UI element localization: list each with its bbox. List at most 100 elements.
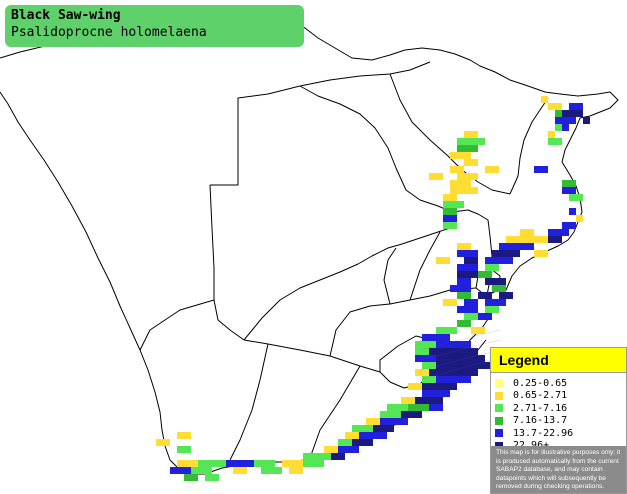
grid-cell [457, 173, 464, 180]
grid-cell [450, 201, 457, 208]
grid-cell [555, 229, 562, 236]
grid-cell [443, 194, 450, 201]
grid-cell [415, 411, 422, 418]
grid-cell [450, 152, 457, 159]
grid-cell [261, 467, 268, 474]
grid-cell [478, 327, 485, 334]
legend-entry: 7.16-13.7 [495, 415, 626, 428]
grid-cell [338, 446, 345, 453]
grid-cell [205, 467, 212, 474]
grid-cell [569, 117, 576, 124]
grid-cell [394, 418, 401, 425]
grid-cell [464, 292, 471, 299]
grid-cell [548, 138, 555, 145]
grid-cell [464, 313, 471, 320]
grid-cell [457, 152, 464, 159]
legend-swatch [495, 379, 503, 388]
grid-cell [394, 411, 401, 418]
grid-cell [457, 292, 464, 299]
grid-cell [450, 285, 457, 292]
grid-cell [492, 250, 499, 257]
grid-cell [464, 173, 471, 180]
grid-cell [436, 348, 443, 355]
grid-cell [562, 124, 569, 131]
grid-cell [345, 432, 352, 439]
species-common-name: Black Saw-wing [11, 8, 121, 23]
grid-cell [576, 194, 583, 201]
grid-cell [303, 460, 310, 467]
grid-cell [569, 103, 576, 110]
grid-cell [478, 138, 485, 145]
grid-cell [443, 376, 450, 383]
grid-cell [562, 229, 569, 236]
grid-cell [576, 110, 583, 117]
grid-cell [471, 138, 478, 145]
grid-cell [429, 376, 436, 383]
grid-cell [443, 299, 450, 306]
grid-cell [352, 425, 359, 432]
grid-cell [450, 194, 457, 201]
grid-cell [562, 110, 569, 117]
grid-cell [401, 418, 408, 425]
grid-cell [436, 257, 443, 264]
grid-cell [527, 229, 534, 236]
grid-cell [443, 215, 450, 222]
grid-cell [345, 439, 352, 446]
grid-cell [289, 460, 296, 467]
grid-cell [429, 173, 436, 180]
grid-cell [317, 453, 324, 460]
legend-label: 0.65-2.71 [513, 390, 568, 402]
grid-cell [366, 439, 373, 446]
grid-cell [499, 243, 506, 250]
grid-cell [317, 460, 324, 467]
grid-cell [415, 369, 422, 376]
grid-cell [541, 250, 548, 257]
grid-cell [485, 257, 492, 264]
grid-cell [562, 117, 569, 124]
grid-cell [205, 474, 212, 481]
grid-cell [373, 425, 380, 432]
grid-cell [429, 383, 436, 390]
grid-cell [457, 180, 464, 187]
grid-cell [499, 299, 506, 306]
grid-cell [485, 264, 492, 271]
grid-cell [450, 222, 457, 229]
grid-cell [310, 460, 317, 467]
grid-cell [366, 432, 373, 439]
grid-cell [485, 362, 492, 369]
grid-cell [429, 369, 436, 376]
grid-cell [555, 236, 562, 243]
grid-cell [233, 460, 240, 467]
grid-cell [464, 285, 471, 292]
grid-cell [464, 138, 471, 145]
grid-cell [205, 460, 212, 467]
grid-cell [422, 376, 429, 383]
grid-cell [422, 397, 429, 404]
grid-cell [422, 334, 429, 341]
grid-cell [247, 460, 254, 467]
grid-cell [163, 439, 170, 446]
grid-cell [485, 271, 492, 278]
grid-cell [394, 404, 401, 411]
grid-cell [450, 383, 457, 390]
grid-cell [212, 460, 219, 467]
grid-cell [443, 355, 450, 362]
grid-cell [457, 243, 464, 250]
grid-cell [422, 390, 429, 397]
grid-cell [492, 285, 499, 292]
legend-entry: 0.25-0.65 [495, 377, 626, 390]
grid-cell [576, 103, 583, 110]
grid-cell [324, 453, 331, 460]
grid-cell [170, 467, 177, 474]
legend-swatch [495, 404, 503, 413]
grid-cell [457, 348, 464, 355]
grid-cell [569, 180, 576, 187]
grid-cell [436, 334, 443, 341]
grid-cell [436, 397, 443, 404]
grid-cell [471, 145, 478, 152]
grid-cell [464, 341, 471, 348]
grid-cell [366, 418, 373, 425]
grid-cell [268, 460, 275, 467]
grid-cell [387, 418, 394, 425]
grid-cell [562, 180, 569, 187]
